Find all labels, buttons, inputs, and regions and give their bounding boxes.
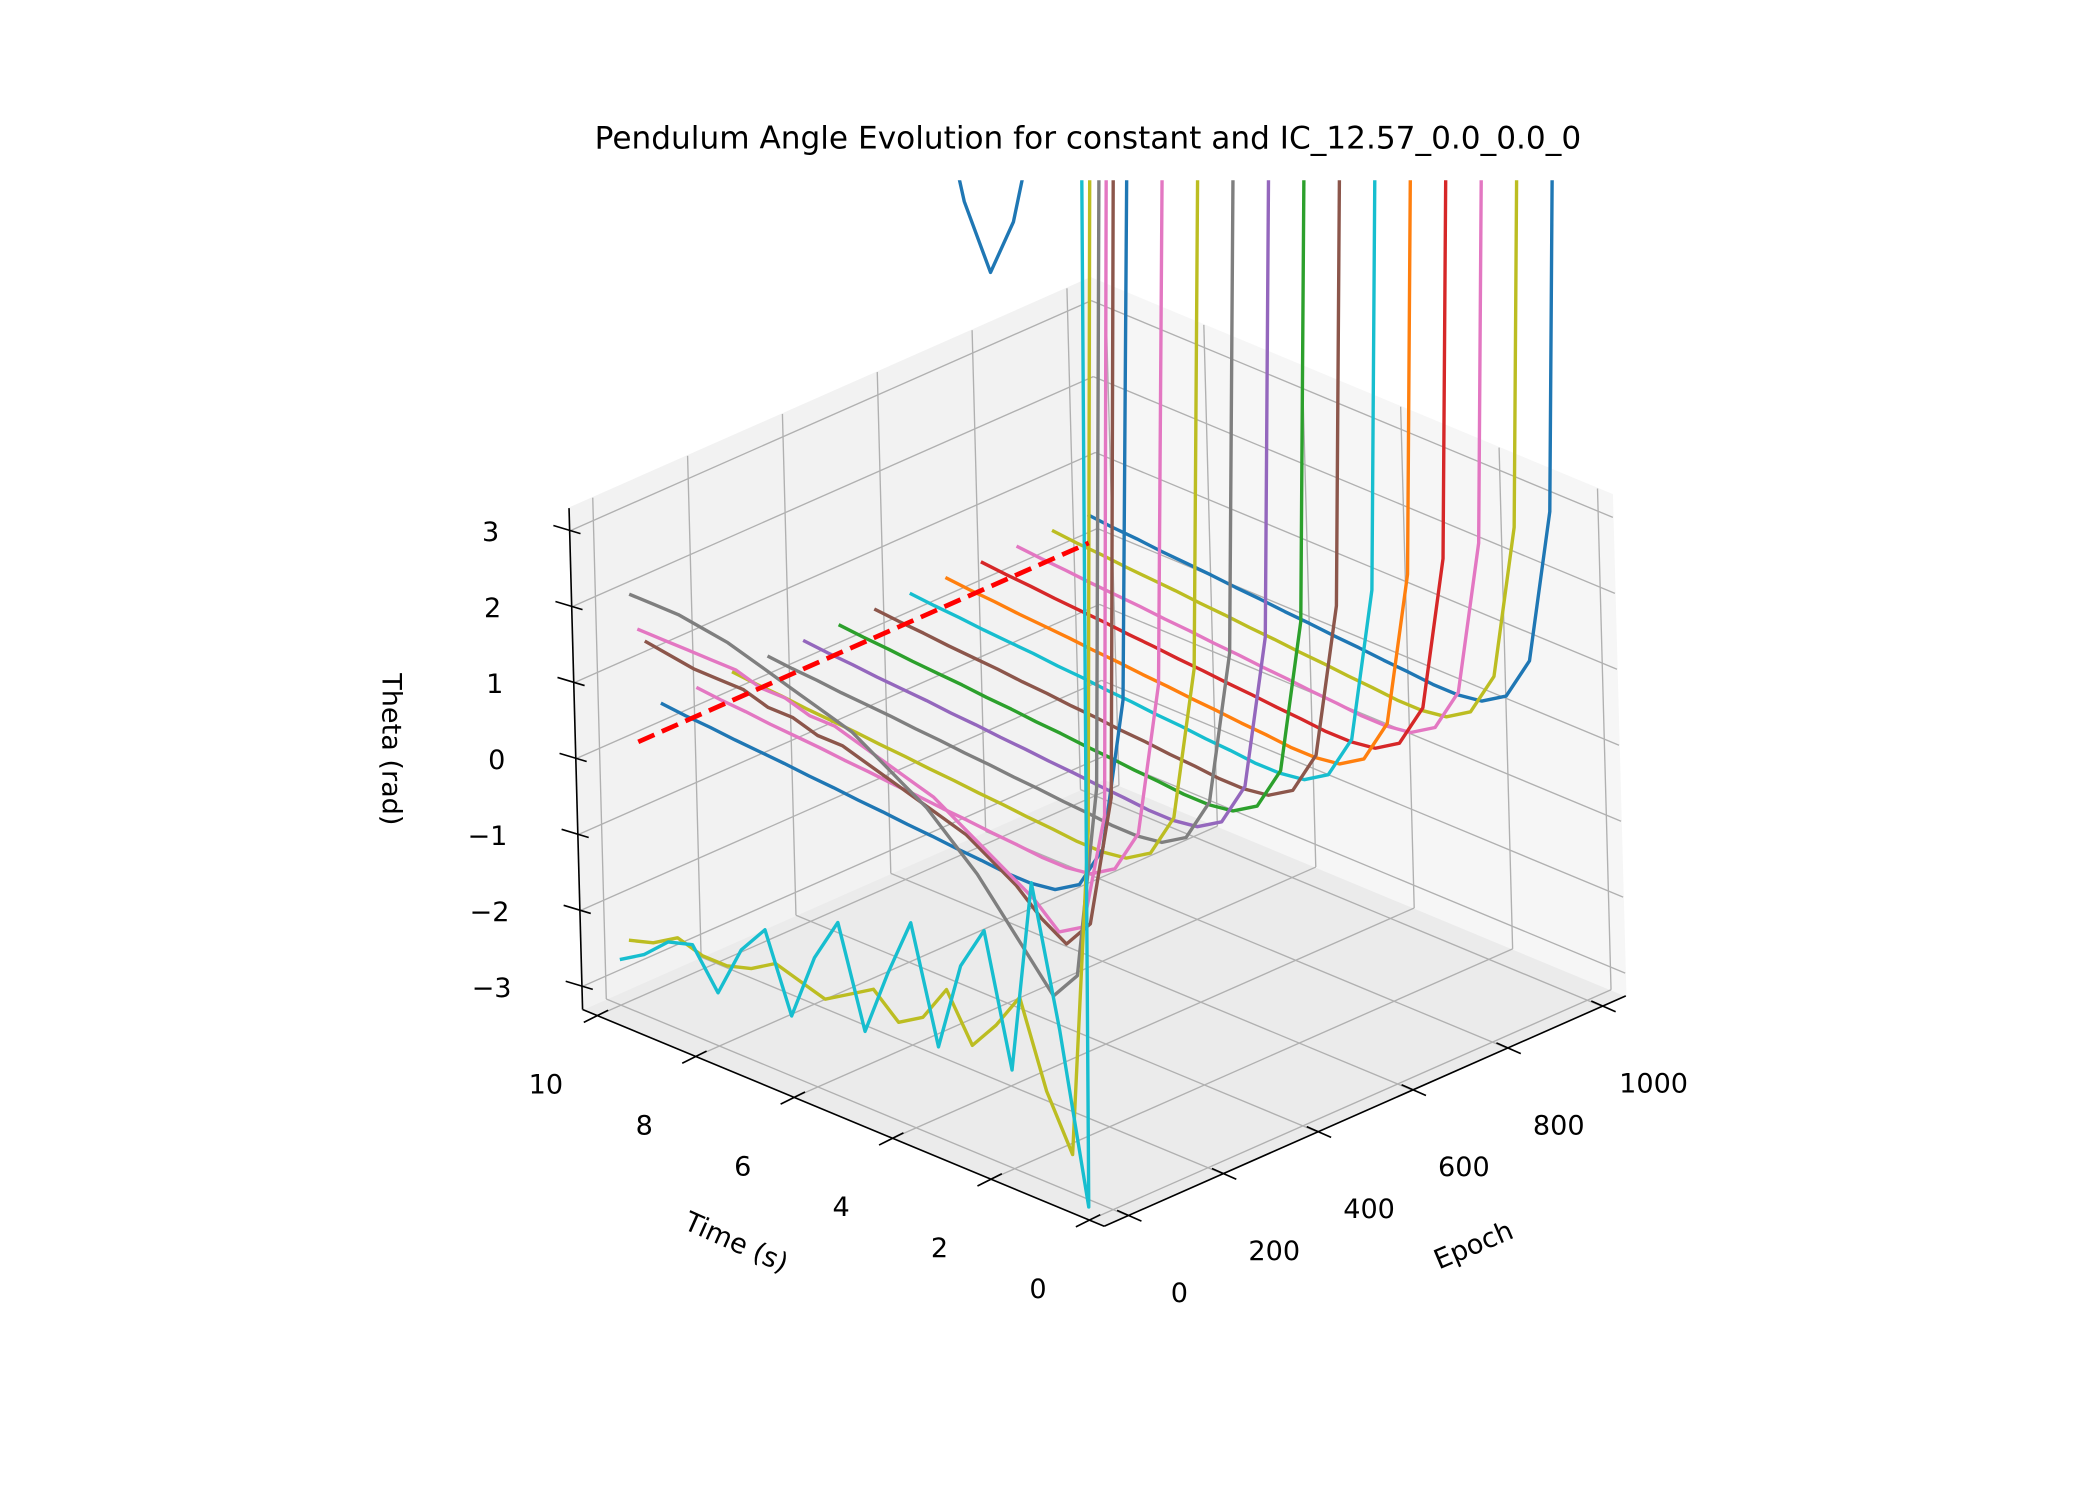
series-line bbox=[802, 180, 1271, 829]
series-line bbox=[628, 180, 1101, 998]
grid-line bbox=[1093, 375, 1616, 594]
z-tick-label: 1 bbox=[486, 669, 503, 700]
grid-line bbox=[575, 527, 1098, 760]
grid-line bbox=[579, 679, 1102, 912]
grid-line bbox=[695, 825, 1218, 1058]
series-line bbox=[944, 180, 1412, 766]
y-axis-label: Epoch bbox=[1429, 1215, 1517, 1276]
reference-line bbox=[637, 540, 1090, 745]
grid-line bbox=[1099, 603, 1622, 822]
series-line bbox=[636, 180, 1108, 934]
tick-mark bbox=[563, 904, 591, 915]
y-tick-label: 0 bbox=[1171, 1278, 1188, 1309]
z-tick-label: 0 bbox=[488, 745, 505, 776]
y-tick-label: 400 bbox=[1343, 1194, 1395, 1225]
grid-line bbox=[892, 907, 1415, 1139]
x-axis-label: Time (s) bbox=[679, 1206, 793, 1280]
grid-line bbox=[700, 956, 1224, 1175]
grid-line bbox=[569, 300, 1092, 532]
grid-line bbox=[606, 998, 1129, 1217]
axis-line bbox=[568, 508, 584, 1010]
grid-line bbox=[1089, 989, 1612, 1221]
x-tick-label: 6 bbox=[734, 1151, 751, 1182]
y-tick-label: 200 bbox=[1248, 1236, 1300, 1267]
series-line bbox=[1086, 180, 1554, 703]
tick-mark bbox=[555, 600, 583, 611]
tick-mark bbox=[878, 1132, 904, 1146]
z-tick-label: −1 bbox=[467, 821, 507, 852]
series-line bbox=[619, 180, 1091, 1209]
tick-mark bbox=[565, 980, 594, 991]
tick-mark bbox=[553, 524, 581, 535]
tick-mark bbox=[977, 1173, 1003, 1187]
x-tick-label: 4 bbox=[832, 1192, 849, 1223]
y-tick-label: 600 bbox=[1438, 1152, 1490, 1183]
x-tick-label: 10 bbox=[529, 1070, 563, 1101]
tick-mark bbox=[1075, 1213, 1101, 1228]
z-tick-label: 2 bbox=[484, 593, 501, 624]
z-axis-label: Theta (rad) bbox=[376, 672, 407, 825]
z-tick-label: 3 bbox=[482, 517, 499, 548]
grid-line bbox=[571, 375, 1094, 608]
axes: 0 2 4 6 8 10 0 200 400 600 800 1000 −3 −2 −1 0 1 2 3 bbox=[467, 508, 1688, 1309]
series-line bbox=[660, 180, 1129, 892]
grid-line bbox=[1095, 451, 1618, 670]
tick-mark bbox=[557, 676, 585, 687]
grid-line bbox=[597, 784, 1120, 1017]
x-tick-label: 2 bbox=[931, 1233, 948, 1264]
tick-mark bbox=[681, 1050, 707, 1064]
series-line bbox=[873, 180, 1342, 797]
axis-line bbox=[1103, 995, 1627, 1227]
plot-area bbox=[619, 180, 1554, 1209]
x-tick-label: 0 bbox=[1029, 1274, 1046, 1305]
series-line bbox=[731, 180, 1200, 860]
z-tick-label: −2 bbox=[470, 897, 510, 928]
grid-line bbox=[1103, 755, 1626, 974]
tick-mark bbox=[583, 1009, 609, 1024]
series-line bbox=[643, 180, 1115, 946]
series-line bbox=[980, 180, 1448, 750]
tick-mark bbox=[559, 752, 587, 763]
grid-line bbox=[581, 755, 1104, 988]
axis-line bbox=[582, 1008, 1105, 1227]
grid bbox=[569, 283, 1626, 1221]
grid-line bbox=[890, 872, 1413, 1091]
x-tick-label: 8 bbox=[636, 1110, 653, 1141]
grid-line bbox=[793, 866, 1317, 1099]
chart-title: Pendulum Angle Evolution for constant an… bbox=[595, 121, 1581, 157]
grid-line bbox=[1091, 299, 1614, 519]
grid-line bbox=[573, 451, 1096, 684]
y-tick-label: 800 bbox=[1533, 1110, 1585, 1141]
series-line bbox=[957, 180, 1024, 275]
series-line bbox=[628, 180, 1092, 1157]
series-line bbox=[1051, 180, 1519, 719]
grid-line bbox=[1097, 527, 1620, 746]
tick-mark bbox=[561, 828, 589, 839]
y-tick-label: 1000 bbox=[1619, 1068, 1688, 1099]
series-line bbox=[766, 180, 1235, 845]
tick-mark bbox=[780, 1091, 806, 1105]
series-line bbox=[909, 180, 1377, 782]
z-tick-label: −3 bbox=[472, 973, 512, 1004]
